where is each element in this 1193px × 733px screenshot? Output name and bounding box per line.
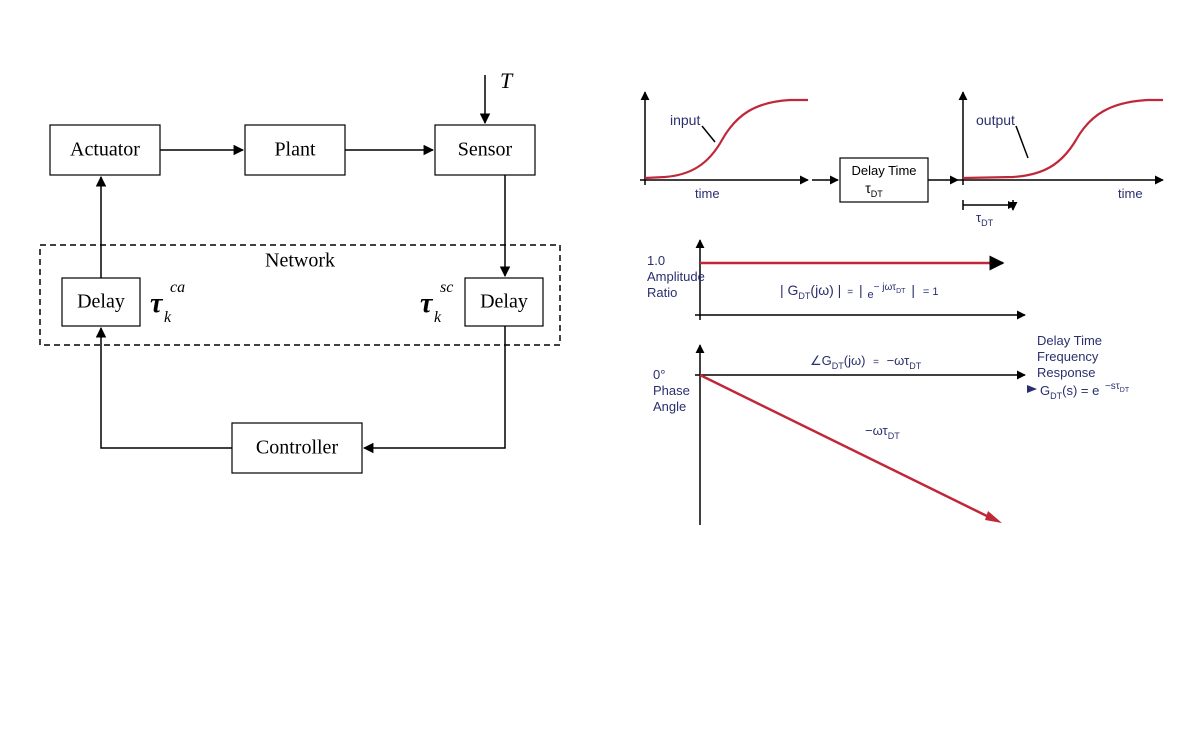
svg-text:τDT: τDT	[976, 210, 994, 228]
sensor-label: Sensor	[458, 139, 513, 161]
svg-text:k: k	[434, 309, 442, 326]
delay-time-box: Delay Time τDT	[840, 158, 928, 202]
svg-text:Amplitude: Amplitude	[647, 269, 705, 284]
tau-ca-symbol: τ k ca	[150, 279, 185, 326]
svg-text:Angle: Angle	[653, 399, 686, 414]
controller-to-delayca-arrow	[101, 328, 232, 448]
output-time-axis-label: time	[1118, 186, 1143, 201]
svg-text:Delay Time: Delay Time	[851, 163, 916, 178]
output-label: output	[976, 112, 1015, 128]
svg-text:Delay Time: Delay Time	[1037, 333, 1102, 348]
output-time-plot: output time τDT	[958, 92, 1163, 228]
phase-plot: 0° Phase Angle ∠GDT(jω) = −ωτDT −ωτDT De…	[653, 333, 1130, 525]
svg-text:k: k	[164, 309, 172, 326]
input-label: input	[670, 112, 700, 128]
block-diagram: T Actuator Plant Sensor Network Delay τ …	[40, 68, 560, 473]
t-input-label: T	[500, 68, 514, 93]
plant-label: Plant	[274, 139, 316, 161]
svg-text:∠GDT(jω) = −ωτ: ∠GDT(jω) = −ωτDT	[810, 353, 922, 371]
svg-text:GDT(s) = e −sτDT: GDT(s) = e −sτDT	[1040, 381, 1130, 401]
svg-text:Frequency: Frequency	[1037, 349, 1099, 364]
svg-text:0°: 0°	[653, 367, 665, 382]
svg-text:τ: τ	[420, 288, 434, 319]
tf-label: Delay Time Frequency Response GDT(s) = e…	[1027, 333, 1130, 401]
delay-sc-label: Delay	[480, 291, 528, 313]
time-plots-row: input time Delay Time τDT	[640, 92, 1163, 228]
svg-text:1.0: 1.0	[647, 253, 665, 268]
svg-text:Phase: Phase	[653, 383, 690, 398]
svg-text:| GDT(jω) | =: | GDT(jω) | = | e− jωτDT | = 1	[780, 280, 938, 301]
svg-text:τ: τ	[150, 288, 164, 319]
delay-ca-label: Delay	[77, 291, 125, 313]
network-label: Network	[265, 250, 335, 272]
svg-text:Response: Response	[1037, 365, 1096, 380]
svg-text:ca: ca	[170, 279, 185, 296]
tau-sc-symbol: τ k sc	[420, 279, 453, 326]
input-time-axis-label: time	[695, 186, 720, 201]
svg-text:Ratio: Ratio	[647, 285, 677, 300]
input-time-plot: input time	[640, 92, 808, 201]
svg-text:−ωτDT: −ωτDT	[865, 423, 900, 441]
svg-text:sc: sc	[440, 279, 453, 296]
amplitude-plot: 1.0 Amplitude Ratio | GDT(jω) | = | e− j…	[647, 240, 1025, 320]
right-panel: input time Delay Time τDT	[640, 92, 1163, 525]
actuator-label: Actuator	[70, 139, 140, 161]
controller-label: Controller	[256, 437, 339, 459]
